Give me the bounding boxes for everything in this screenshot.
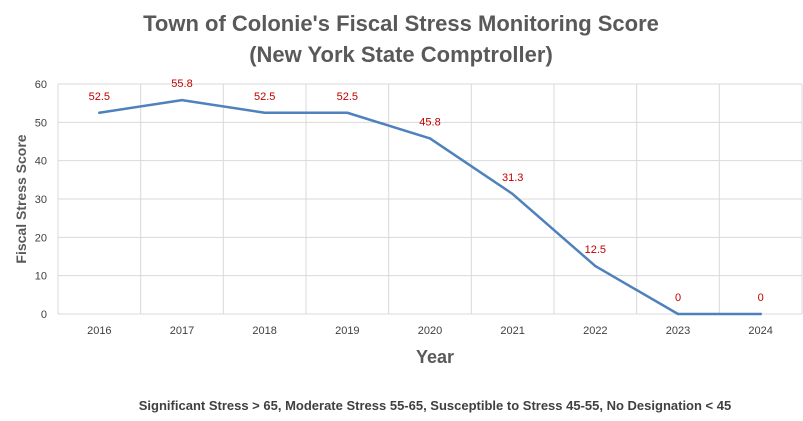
data-label: 52.5: [89, 91, 110, 103]
data-point: [594, 264, 597, 268]
data-point: [98, 111, 101, 114]
data-label: 52.5: [337, 91, 358, 103]
x-tick-label: 2022: [583, 325, 607, 337]
x-tick-label: 2020: [418, 325, 442, 337]
data-point: [428, 137, 432, 140]
x-tick-label: 2023: [666, 325, 690, 337]
y-tick-label: 10: [35, 271, 47, 283]
data-label: 45.8: [419, 116, 440, 128]
x-tick-label: 2016: [87, 325, 111, 337]
y-tick-label: 20: [35, 232, 47, 244]
chart-title: Town of Colonie's Fiscal Stress Monitori…: [143, 11, 659, 36]
x-tick-label: 2018: [252, 325, 276, 337]
x-axis-title: Year: [416, 347, 454, 367]
y-tick-label: 30: [35, 194, 47, 206]
y-tick-label: 50: [35, 117, 47, 129]
y-tick-label: 0: [41, 309, 47, 321]
gridlines: [57, 83, 803, 315]
x-tick-label: 2019: [335, 325, 359, 337]
data-point: [263, 111, 266, 114]
y-tick-label: 60: [35, 79, 47, 91]
data-point: [346, 111, 349, 114]
y-axis-ticks: 0 10 20 30 40 50 60: [35, 79, 47, 321]
data-labels: 52.5 55.8 52.5 52.5 45.8 31.3 12.5 0 0: [89, 78, 764, 304]
x-tick-label: 2024: [748, 325, 772, 337]
data-label: 31.3: [502, 172, 523, 184]
y-axis-title: Fiscal Stress Score: [13, 134, 29, 263]
x-tick-label: 2021: [500, 325, 524, 337]
data-label: 0: [758, 292, 764, 304]
data-point: [511, 192, 514, 196]
y-tick-label: 40: [35, 156, 47, 168]
data-point: [676, 312, 680, 316]
data-point: [759, 312, 762, 316]
data-label: 55.8: [171, 78, 192, 90]
data-label: 0: [675, 292, 681, 304]
data-label: 52.5: [254, 91, 275, 103]
x-axis-ticks: 2016 2017 2018 2019 2020 2021 2022 2023 2024: [87, 325, 773, 337]
series-layer: [98, 98, 762, 316]
series-line: [98, 98, 762, 316]
data-label: 12.5: [585, 244, 606, 256]
chart-subtitle: (New York State Comptroller): [249, 42, 553, 67]
x-tick-label: 2017: [170, 325, 194, 337]
stress-legend-note: Significant Stress > 65, Moderate Stress…: [139, 398, 731, 413]
data-point: [180, 98, 184, 102]
